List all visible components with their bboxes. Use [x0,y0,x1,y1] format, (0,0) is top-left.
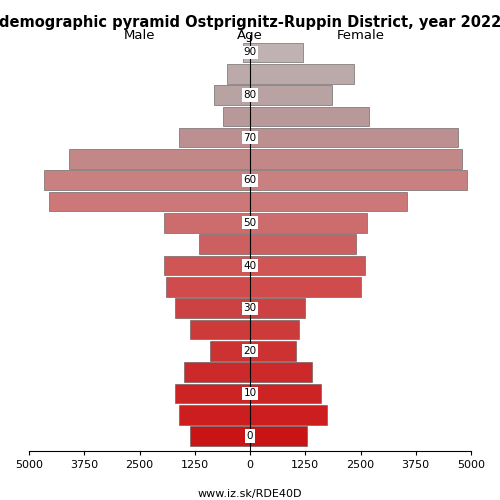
Text: Female: Female [336,28,384,42]
Bar [214,85,250,105]
Text: 80: 80 [244,90,256,100]
Bar [175,384,250,403]
Bar [184,362,250,382]
Bar [244,42,250,62]
Bar [250,85,332,105]
Bar [250,234,356,254]
Bar [164,256,250,276]
Bar [250,405,328,424]
Bar [164,213,250,233]
Text: Male: Male [124,28,155,42]
Bar [250,298,305,318]
Text: 60: 60 [244,176,256,186]
Bar [250,106,370,126]
Text: 0: 0 [247,431,254,441]
Bar [250,149,462,169]
Bar [250,42,303,62]
Bar [250,277,360,296]
Bar [250,362,312,382]
Bar [250,256,365,276]
Bar [49,192,250,212]
Bar [190,320,250,340]
Text: 50: 50 [244,218,256,228]
Bar [44,170,250,190]
Bar [250,64,354,84]
Bar [250,128,458,148]
Bar [250,170,466,190]
Text: www.iz.sk/RDE40D: www.iz.sk/RDE40D [198,490,302,500]
Bar [250,213,367,233]
Text: Age: Age [237,28,263,42]
Bar [250,384,320,403]
Bar [226,64,250,84]
Bar [180,405,250,424]
Bar [250,341,296,360]
Bar [69,149,250,169]
Bar [190,426,250,446]
Bar [250,320,298,340]
Bar [175,298,250,318]
Bar [224,106,250,126]
Text: 70: 70 [244,132,256,142]
Text: 30: 30 [244,303,256,313]
Bar [199,234,250,254]
Text: 40: 40 [244,260,256,270]
Bar [250,426,308,446]
Text: 10: 10 [244,388,256,398]
Text: 90: 90 [244,48,256,58]
Title: demographic pyramid Ostprignitz-Ruppin District, year 2022: demographic pyramid Ostprignitz-Ruppin D… [0,15,500,30]
Bar [250,192,407,212]
Bar [166,277,250,296]
Text: 20: 20 [244,346,256,356]
Bar [180,128,250,148]
Bar [210,341,250,360]
